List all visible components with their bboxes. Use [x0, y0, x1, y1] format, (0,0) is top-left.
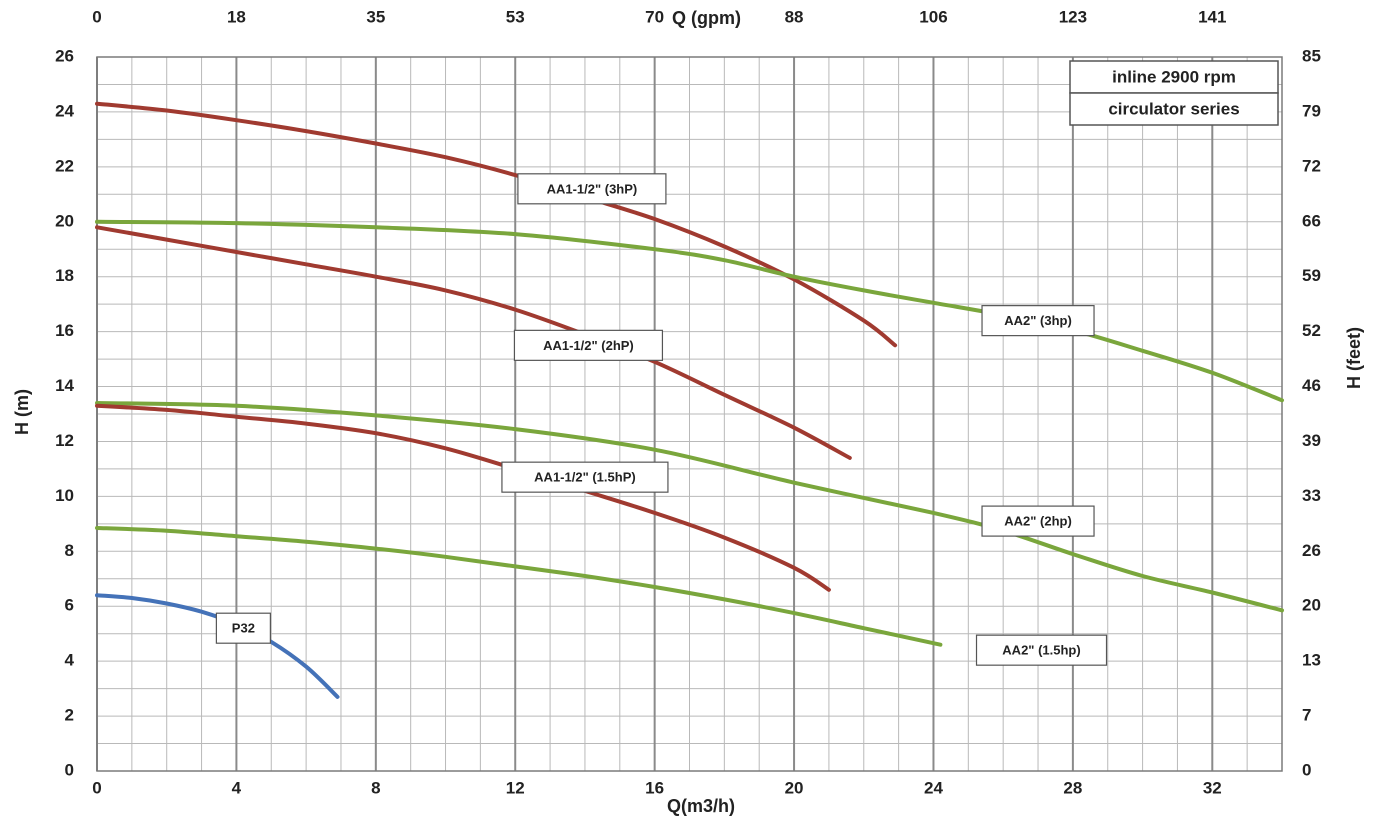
x-top-tick-label: 18 [227, 7, 246, 26]
x-top-tick-label: 53 [506, 7, 525, 26]
x-top-tick-label: 141 [1198, 7, 1226, 26]
x-bottom-tick-label: 8 [371, 778, 380, 797]
y-left-tick-label: 22 [55, 156, 74, 175]
series-line [95, 403, 831, 592]
y-right-tick-label: 52 [1302, 321, 1321, 340]
series-line [95, 526, 943, 647]
curve-label-text: AA1-1/2" (1.5hP) [534, 470, 636, 485]
y-right-tick-label: 79 [1302, 101, 1321, 120]
x-bottom-tick-label: 20 [785, 778, 804, 797]
y-right-tick-label: 20 [1302, 596, 1321, 615]
y-right-tick-label: 66 [1302, 211, 1321, 230]
x-bottom-tick-label: 0 [92, 778, 101, 797]
curve-label-text: AA1-1/2" (3hP) [547, 181, 638, 196]
y-left-tick-label: 24 [55, 101, 74, 120]
y-left-tick-label: 18 [55, 266, 74, 285]
legend-box: inline 2900 rpm circulator series [1069, 60, 1279, 126]
y-left-tick-label: 14 [55, 376, 74, 395]
y-left-tick-label: 4 [65, 651, 75, 670]
y-left-axis-title: H (m) [12, 389, 32, 435]
y-right-tick-label: 0 [1302, 760, 1311, 779]
y-right-tick-label: 7 [1302, 706, 1311, 725]
y-left-tick-label: 8 [65, 541, 74, 560]
series-line [95, 219, 1284, 403]
y-right-tick-label: 33 [1302, 486, 1321, 505]
plot-frame [96, 56, 1283, 772]
curve-label: AA1-1/2" (3hP) [517, 173, 667, 205]
legend-text: inline 2900 rpm [1112, 67, 1236, 86]
legend-text: circulator series [1108, 99, 1239, 118]
x-top-axis-title: Q (gpm) [672, 8, 741, 28]
curve-label-text: AA2" (1.5hp) [1002, 643, 1080, 658]
curve-label: AA2" (3hp) [981, 305, 1095, 337]
series [95, 101, 1284, 699]
x-bottom-tick-label: 32 [1203, 778, 1222, 797]
series-line [95, 101, 898, 348]
series-line [95, 225, 852, 460]
y-right-axis-title: H (feet) [1344, 327, 1364, 389]
x-top-tick-label: 70 [645, 7, 664, 26]
x-bottom-axis-title: Q(m3/h) [667, 796, 735, 816]
curve-labels: AA1-1/2" (3hP) AA2" (3hp) AA1-1/2" (2hP) AA… [215, 173, 1108, 666]
x-top-tick-label: 106 [919, 7, 947, 26]
legend-cell [1069, 92, 1279, 126]
curve-label-box [981, 505, 1095, 537]
x-bottom-tick-label: 16 [645, 778, 664, 797]
curve-label-box [517, 173, 667, 205]
y-right-tick-label: 13 [1302, 651, 1321, 670]
y-left-tick-label: 20 [55, 211, 74, 230]
curve-label-text: AA2" (3hp) [1004, 313, 1072, 328]
curve-label-box [501, 461, 669, 493]
axes: 0 4 8 12 16 20 24 28 320 18 35 53 70 88 106 123 14102468… [55, 7, 1321, 797]
y-left-tick-label: 10 [55, 486, 74, 505]
curve-label-text: AA2" (2hp) [1004, 514, 1072, 529]
y-right-tick-label: 26 [1302, 541, 1321, 560]
y-left-tick-label: 12 [55, 431, 74, 450]
y-right-tick-label: 39 [1302, 431, 1321, 450]
curve-label-box [513, 329, 664, 361]
curve-label: AA2" (1.5hp) [975, 634, 1108, 666]
x-bottom-tick-label: 24 [924, 778, 943, 797]
curve-label: AA1-1/2" (2hP) [513, 329, 664, 361]
y-right-tick-label: 85 [1302, 46, 1321, 65]
y-right-tick-label: 59 [1302, 266, 1321, 285]
x-top-tick-label: 35 [366, 7, 385, 26]
curve-label: AA1-1/2" (1.5hP) [501, 461, 669, 493]
series-line [95, 401, 1284, 613]
curve-label-box [975, 634, 1108, 666]
curve-label-box [215, 612, 271, 644]
x-top-tick-label: 123 [1059, 7, 1087, 26]
x-bottom-tick-label: 4 [232, 778, 242, 797]
x-bottom-tick-label: 28 [1063, 778, 1082, 797]
y-left-tick-label: 26 [55, 46, 74, 65]
curve-label-box [981, 305, 1095, 337]
y-left-tick-label: 16 [55, 321, 74, 340]
y-left-tick-label: 2 [65, 706, 74, 725]
x-bottom-tick-label: 12 [506, 778, 525, 797]
y-left-tick-label: 6 [65, 596, 74, 615]
curve-label-text: P32 [232, 621, 255, 636]
curve-label: P32 [215, 612, 271, 644]
x-top-tick-label: 0 [92, 7, 101, 26]
legend-cell [1069, 60, 1279, 94]
y-left-tick-label: 0 [65, 760, 74, 779]
x-top-tick-label: 88 [785, 7, 804, 26]
curve-label: AA2" (2hp) [981, 505, 1095, 537]
y-right-tick-label: 72 [1302, 156, 1321, 175]
curve-label-text: AA1-1/2" (2hP) [543, 338, 634, 353]
y-right-tick-label: 46 [1302, 376, 1321, 395]
